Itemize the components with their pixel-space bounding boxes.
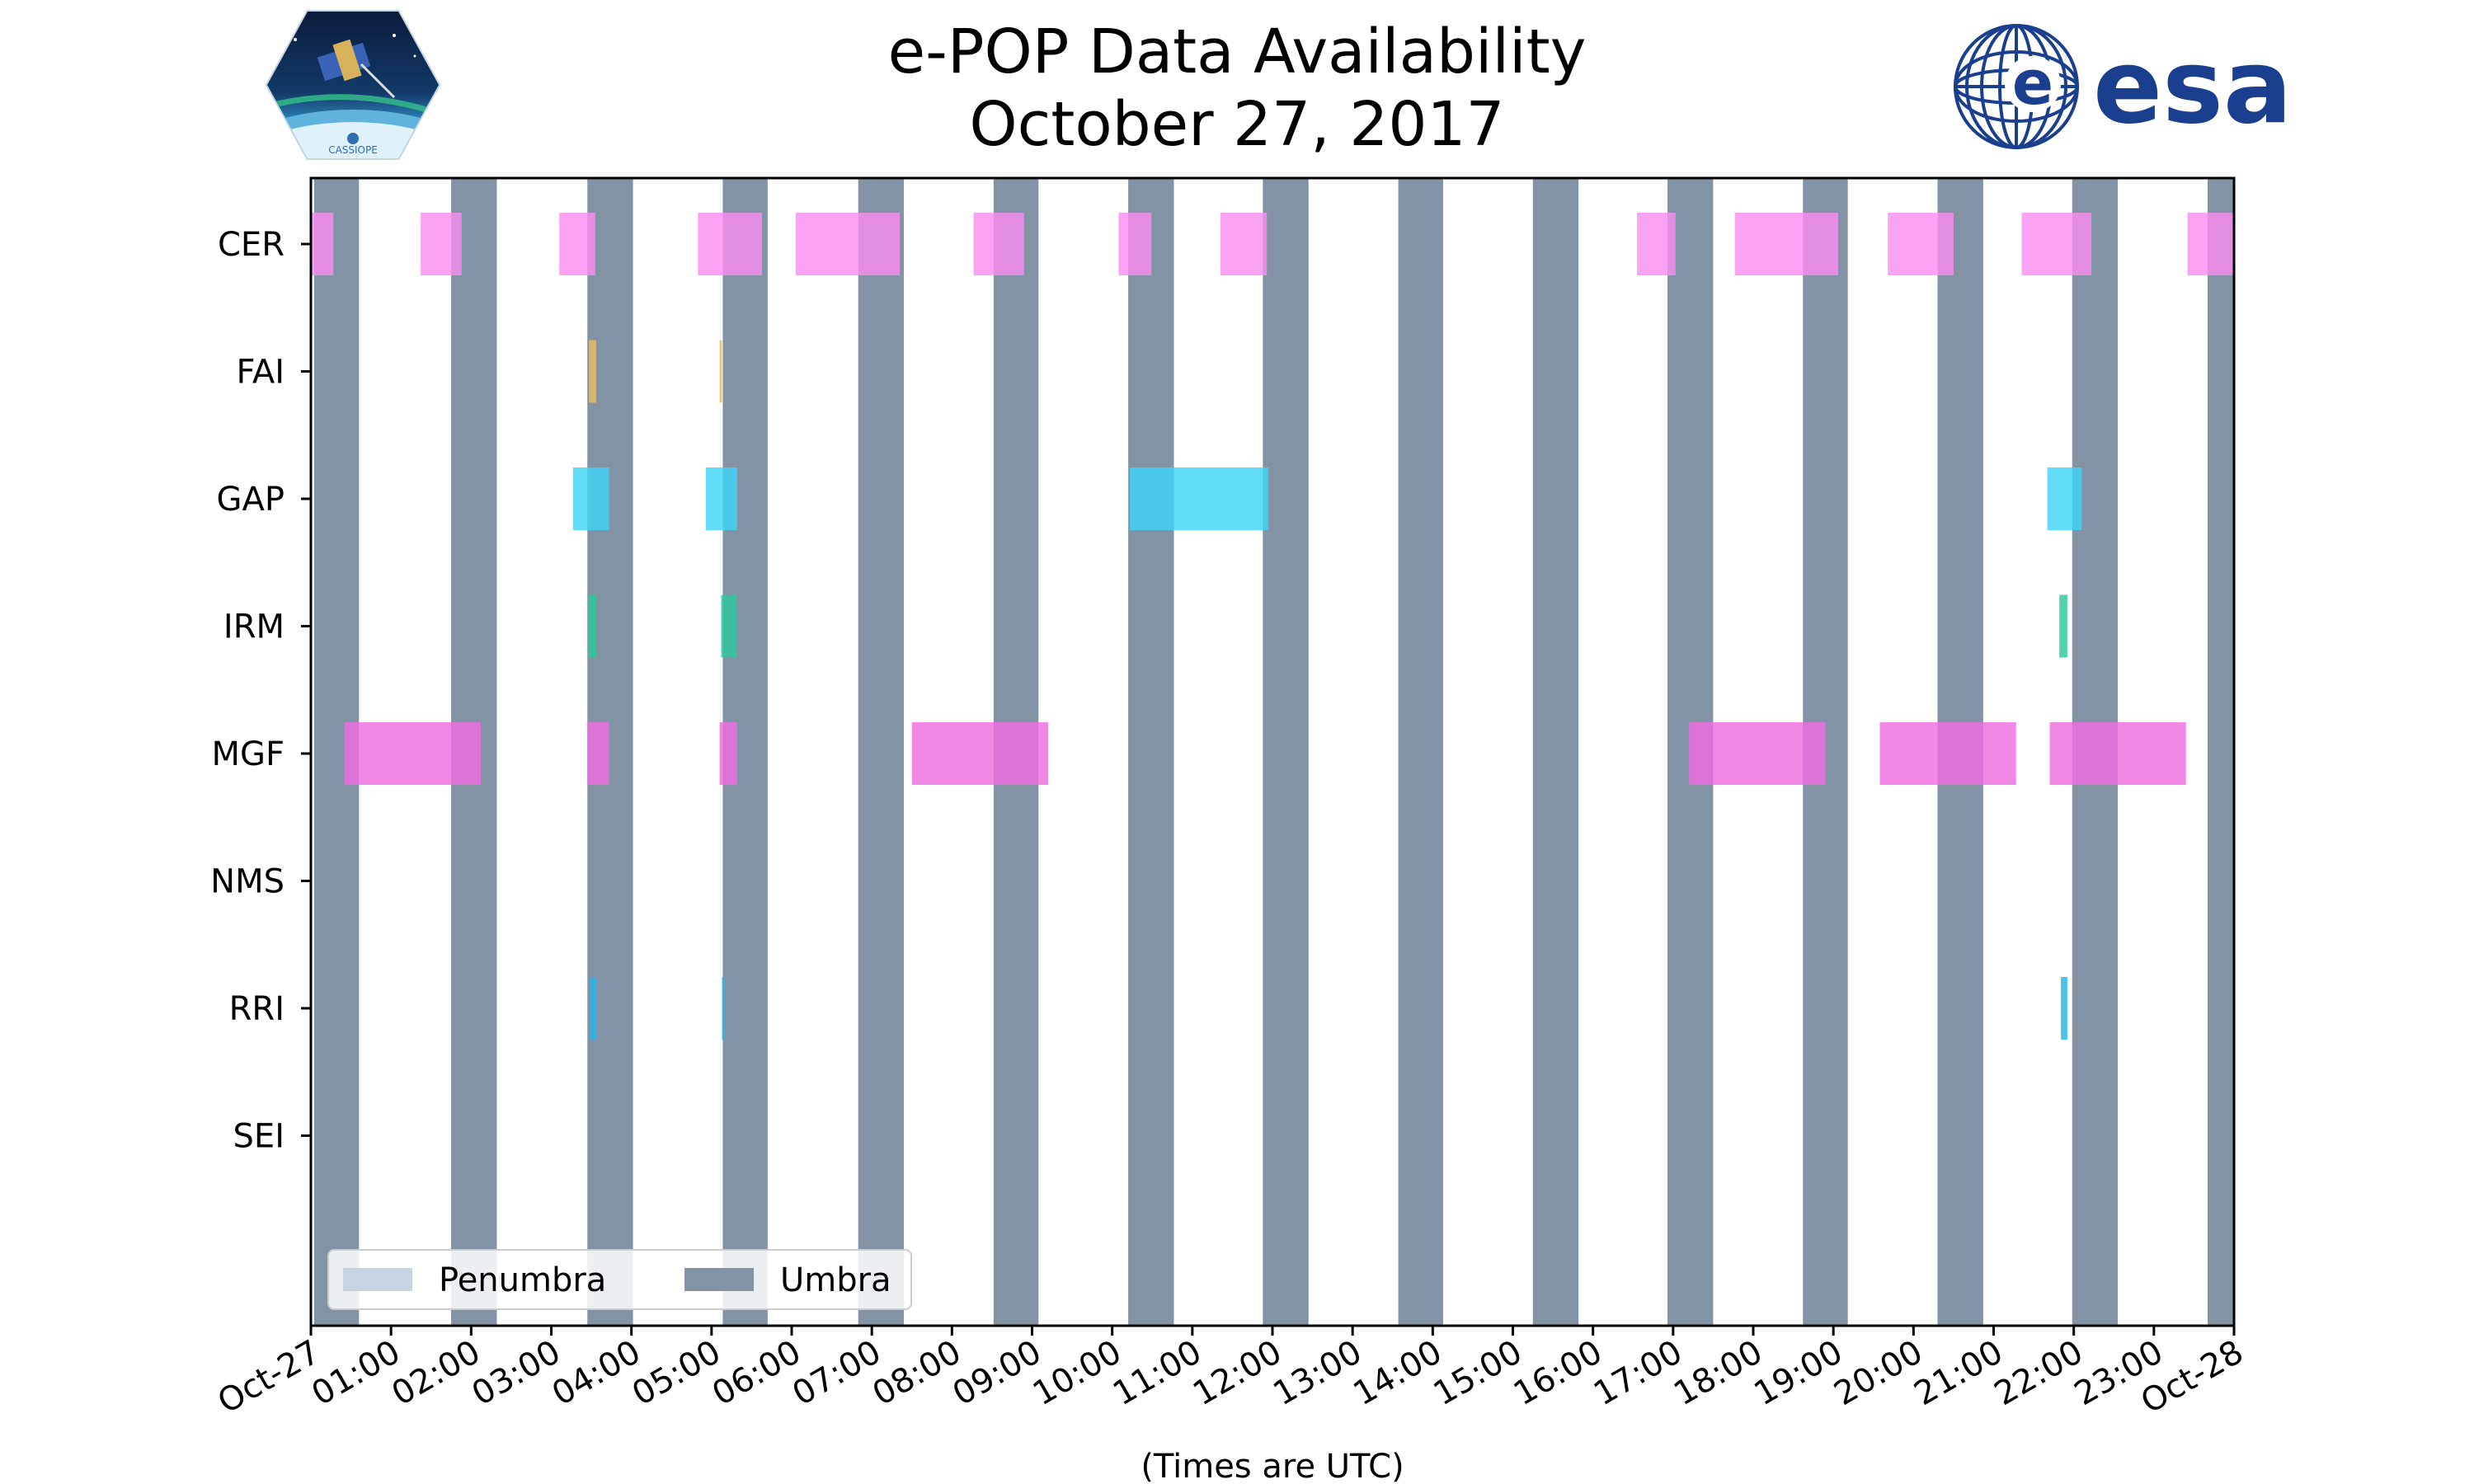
legend-swatch-umbra xyxy=(684,1268,754,1291)
y-axis: CER FAI GAP IRM MGF NMS RRI SEI xyxy=(210,226,311,1156)
x-tick-label: 07:00 xyxy=(786,1333,887,1413)
bar-mgf xyxy=(344,722,481,785)
umbra-band xyxy=(1128,178,1174,1326)
x-tick-label: 02:00 xyxy=(385,1333,487,1413)
x-tick-label: 19:00 xyxy=(1747,1333,1849,1413)
umbra-band xyxy=(858,178,905,1326)
bar-irm xyxy=(2059,594,2067,658)
bar-cer xyxy=(559,213,595,275)
bar-irm xyxy=(721,594,737,658)
umbra-band xyxy=(2207,178,2234,1326)
bar-rri xyxy=(722,977,725,1040)
y-tick-label-sei: SEI xyxy=(233,1118,285,1156)
y-tick-label-cer: CER xyxy=(218,226,285,264)
bar-cer xyxy=(1118,213,1152,275)
x-tick-label: 05:00 xyxy=(626,1333,727,1413)
legend-label-umbra: Umbra xyxy=(780,1261,891,1299)
chart-title-line-1: e-POP Data Availability xyxy=(887,16,1587,87)
y-tick-label-fai: FAI xyxy=(237,354,285,392)
bar-gap xyxy=(706,467,737,530)
svg-text:CASSIOPE: CASSIOPE xyxy=(328,144,378,156)
legend-label-penumbra: Penumbra xyxy=(439,1261,606,1299)
svg-text:e: e xyxy=(2012,48,2053,119)
bar-rri xyxy=(590,977,596,1040)
x-tick-label: Oct-27 xyxy=(212,1333,327,1421)
instrument-bars xyxy=(311,213,2234,1040)
x-tick-label: 21:00 xyxy=(1908,1333,2010,1413)
chart-title-line-2: October 27, 2017 xyxy=(969,89,1505,160)
y-tick-label-irm: IRM xyxy=(223,608,285,646)
legend-swatch-penumbra xyxy=(343,1268,412,1291)
x-tick-label: 12:00 xyxy=(1187,1333,1288,1413)
x-tick-label: 16:00 xyxy=(1507,1333,1609,1413)
x-tick-label: 14:00 xyxy=(1347,1333,1448,1413)
bar-cer xyxy=(698,213,763,275)
legend-box xyxy=(327,1249,912,1310)
x-tick-label: 08:00 xyxy=(866,1333,967,1413)
bar-mgf xyxy=(2049,722,2186,785)
x-tick-label: 06:00 xyxy=(706,1333,807,1413)
bar-cer xyxy=(973,213,1024,275)
umbra-band xyxy=(1263,178,1309,1326)
bar-fai xyxy=(589,340,596,403)
bar-cer xyxy=(795,213,901,275)
x-tick-label: 22:00 xyxy=(1988,1333,2090,1413)
bar-cer xyxy=(1888,213,1954,275)
x-tick-label: 04:00 xyxy=(546,1333,647,1413)
esa-logo-icon: e esa xyxy=(1954,24,2293,149)
x-tick-label: 20:00 xyxy=(1827,1333,1929,1413)
bar-rri xyxy=(2061,977,2067,1040)
bar-mgf xyxy=(1689,722,1826,785)
bar-cer xyxy=(311,213,334,275)
cassiope-logo-icon: CASSIOPE xyxy=(265,10,441,160)
umbra-band xyxy=(1532,178,1579,1326)
bar-cer xyxy=(2021,213,2092,275)
bar-cer xyxy=(1734,213,1838,275)
bar-cer xyxy=(421,213,462,275)
bar-mgf xyxy=(1879,722,2016,785)
bar-fai xyxy=(719,340,722,403)
x-axis: Oct-2701:0002:0003:0004:0005:0006:0007:0… xyxy=(212,1326,2250,1421)
y-tick-label-gap: GAP xyxy=(217,481,285,519)
x-tick-label: 01:00 xyxy=(305,1333,407,1413)
bar-cer xyxy=(1637,213,1676,275)
bar-irm xyxy=(588,594,596,658)
x-tick-label: 09:00 xyxy=(947,1333,1048,1413)
x-tick-label: 15:00 xyxy=(1427,1333,1529,1413)
x-tick-label: 03:00 xyxy=(466,1333,567,1413)
bar-gap xyxy=(572,467,609,530)
bar-cer xyxy=(1220,213,1268,275)
umbra-band xyxy=(1398,178,1443,1326)
bar-gap xyxy=(1130,467,1269,530)
bar-gap xyxy=(2047,467,2082,530)
x-tick-label: 11:00 xyxy=(1107,1333,1208,1413)
x-tick-label: 10:00 xyxy=(1027,1333,1128,1413)
legend: Penumbra Umbra xyxy=(327,1249,912,1310)
bar-cer xyxy=(2187,213,2234,275)
y-tick-label-nms: NMS xyxy=(210,863,285,901)
y-tick-label-rri: RRI xyxy=(229,990,285,1028)
bar-mgf xyxy=(911,722,1048,785)
x-axis-title: (Times are UTC) xyxy=(1141,1448,1404,1484)
bar-mgf xyxy=(587,722,609,785)
x-tick-label: 18:00 xyxy=(1667,1333,1769,1413)
svg-text:esa: esa xyxy=(2093,28,2293,147)
x-tick-label: 17:00 xyxy=(1587,1333,1689,1413)
x-tick-label: 13:00 xyxy=(1267,1333,1368,1413)
bar-mgf xyxy=(719,722,737,785)
y-tick-label-mgf: MGF xyxy=(211,735,285,773)
